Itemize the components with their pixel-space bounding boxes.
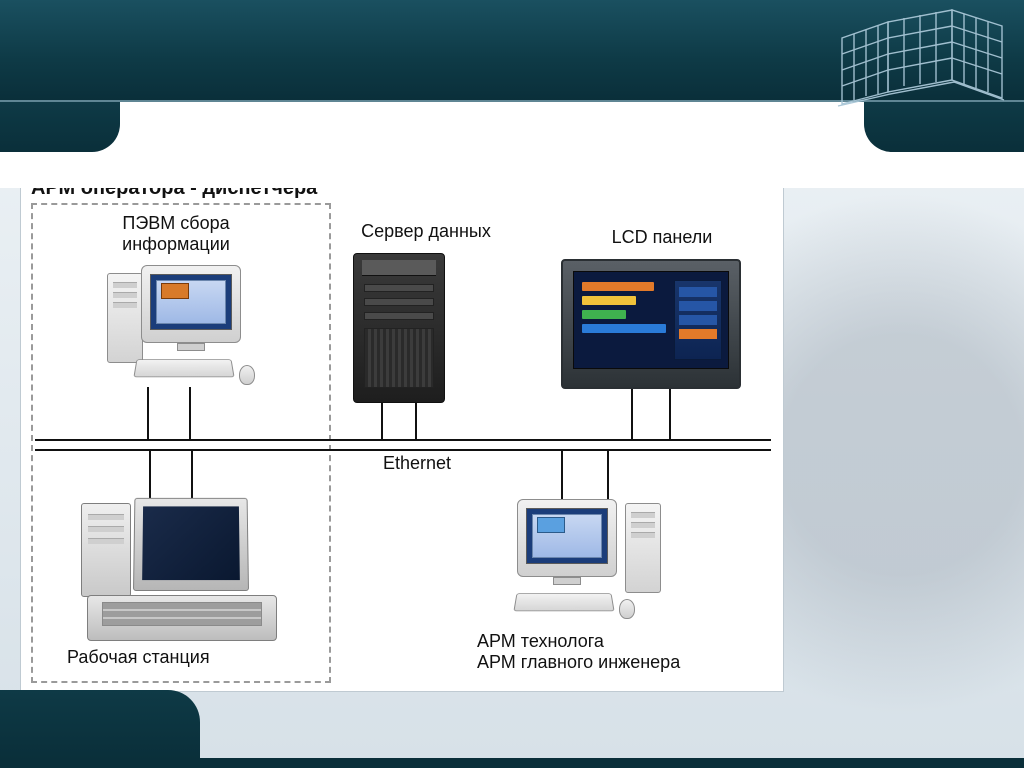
pc-collect-device [111, 265, 261, 385]
drop-line [415, 403, 417, 439]
slide-bottom-bar [0, 758, 1024, 768]
pc-collect-label: ПЭВМ сбора информации [81, 213, 271, 254]
lcd-label: LCD панели [577, 227, 747, 248]
drop-line [561, 451, 563, 501]
presentation-slide: АРМ оператора - диспетчера ПЭВМ сбора ин… [0, 0, 1024, 768]
drop-line [631, 389, 633, 439]
server-label: Сервер данных [341, 221, 511, 242]
building-wireframe-icon [836, 8, 1006, 118]
network-diagram-panel: АРМ оператора - диспетчера ПЭВМ сбора ин… [20, 168, 784, 692]
arm-technolog-label: АРМ технолога АРМ главного инженера [477, 631, 767, 672]
arm-technolog-device [507, 499, 657, 619]
workstation-label: Рабочая станция [67, 647, 287, 668]
drop-line [189, 387, 191, 439]
ethernet-bus-line-top [35, 439, 771, 441]
workstation-device [87, 501, 277, 641]
drop-line [381, 403, 383, 439]
server-device [353, 253, 445, 403]
drop-line [149, 451, 151, 503]
drop-line [669, 389, 671, 439]
ethernet-bus-line-bottom [35, 449, 771, 451]
slide-bottom-left-cap [0, 690, 200, 760]
drop-line [191, 451, 193, 503]
ethernet-bus-label: Ethernet [367, 453, 467, 474]
lcd-panel-device [561, 259, 741, 389]
drop-line [607, 451, 609, 501]
drop-line [147, 387, 149, 439]
